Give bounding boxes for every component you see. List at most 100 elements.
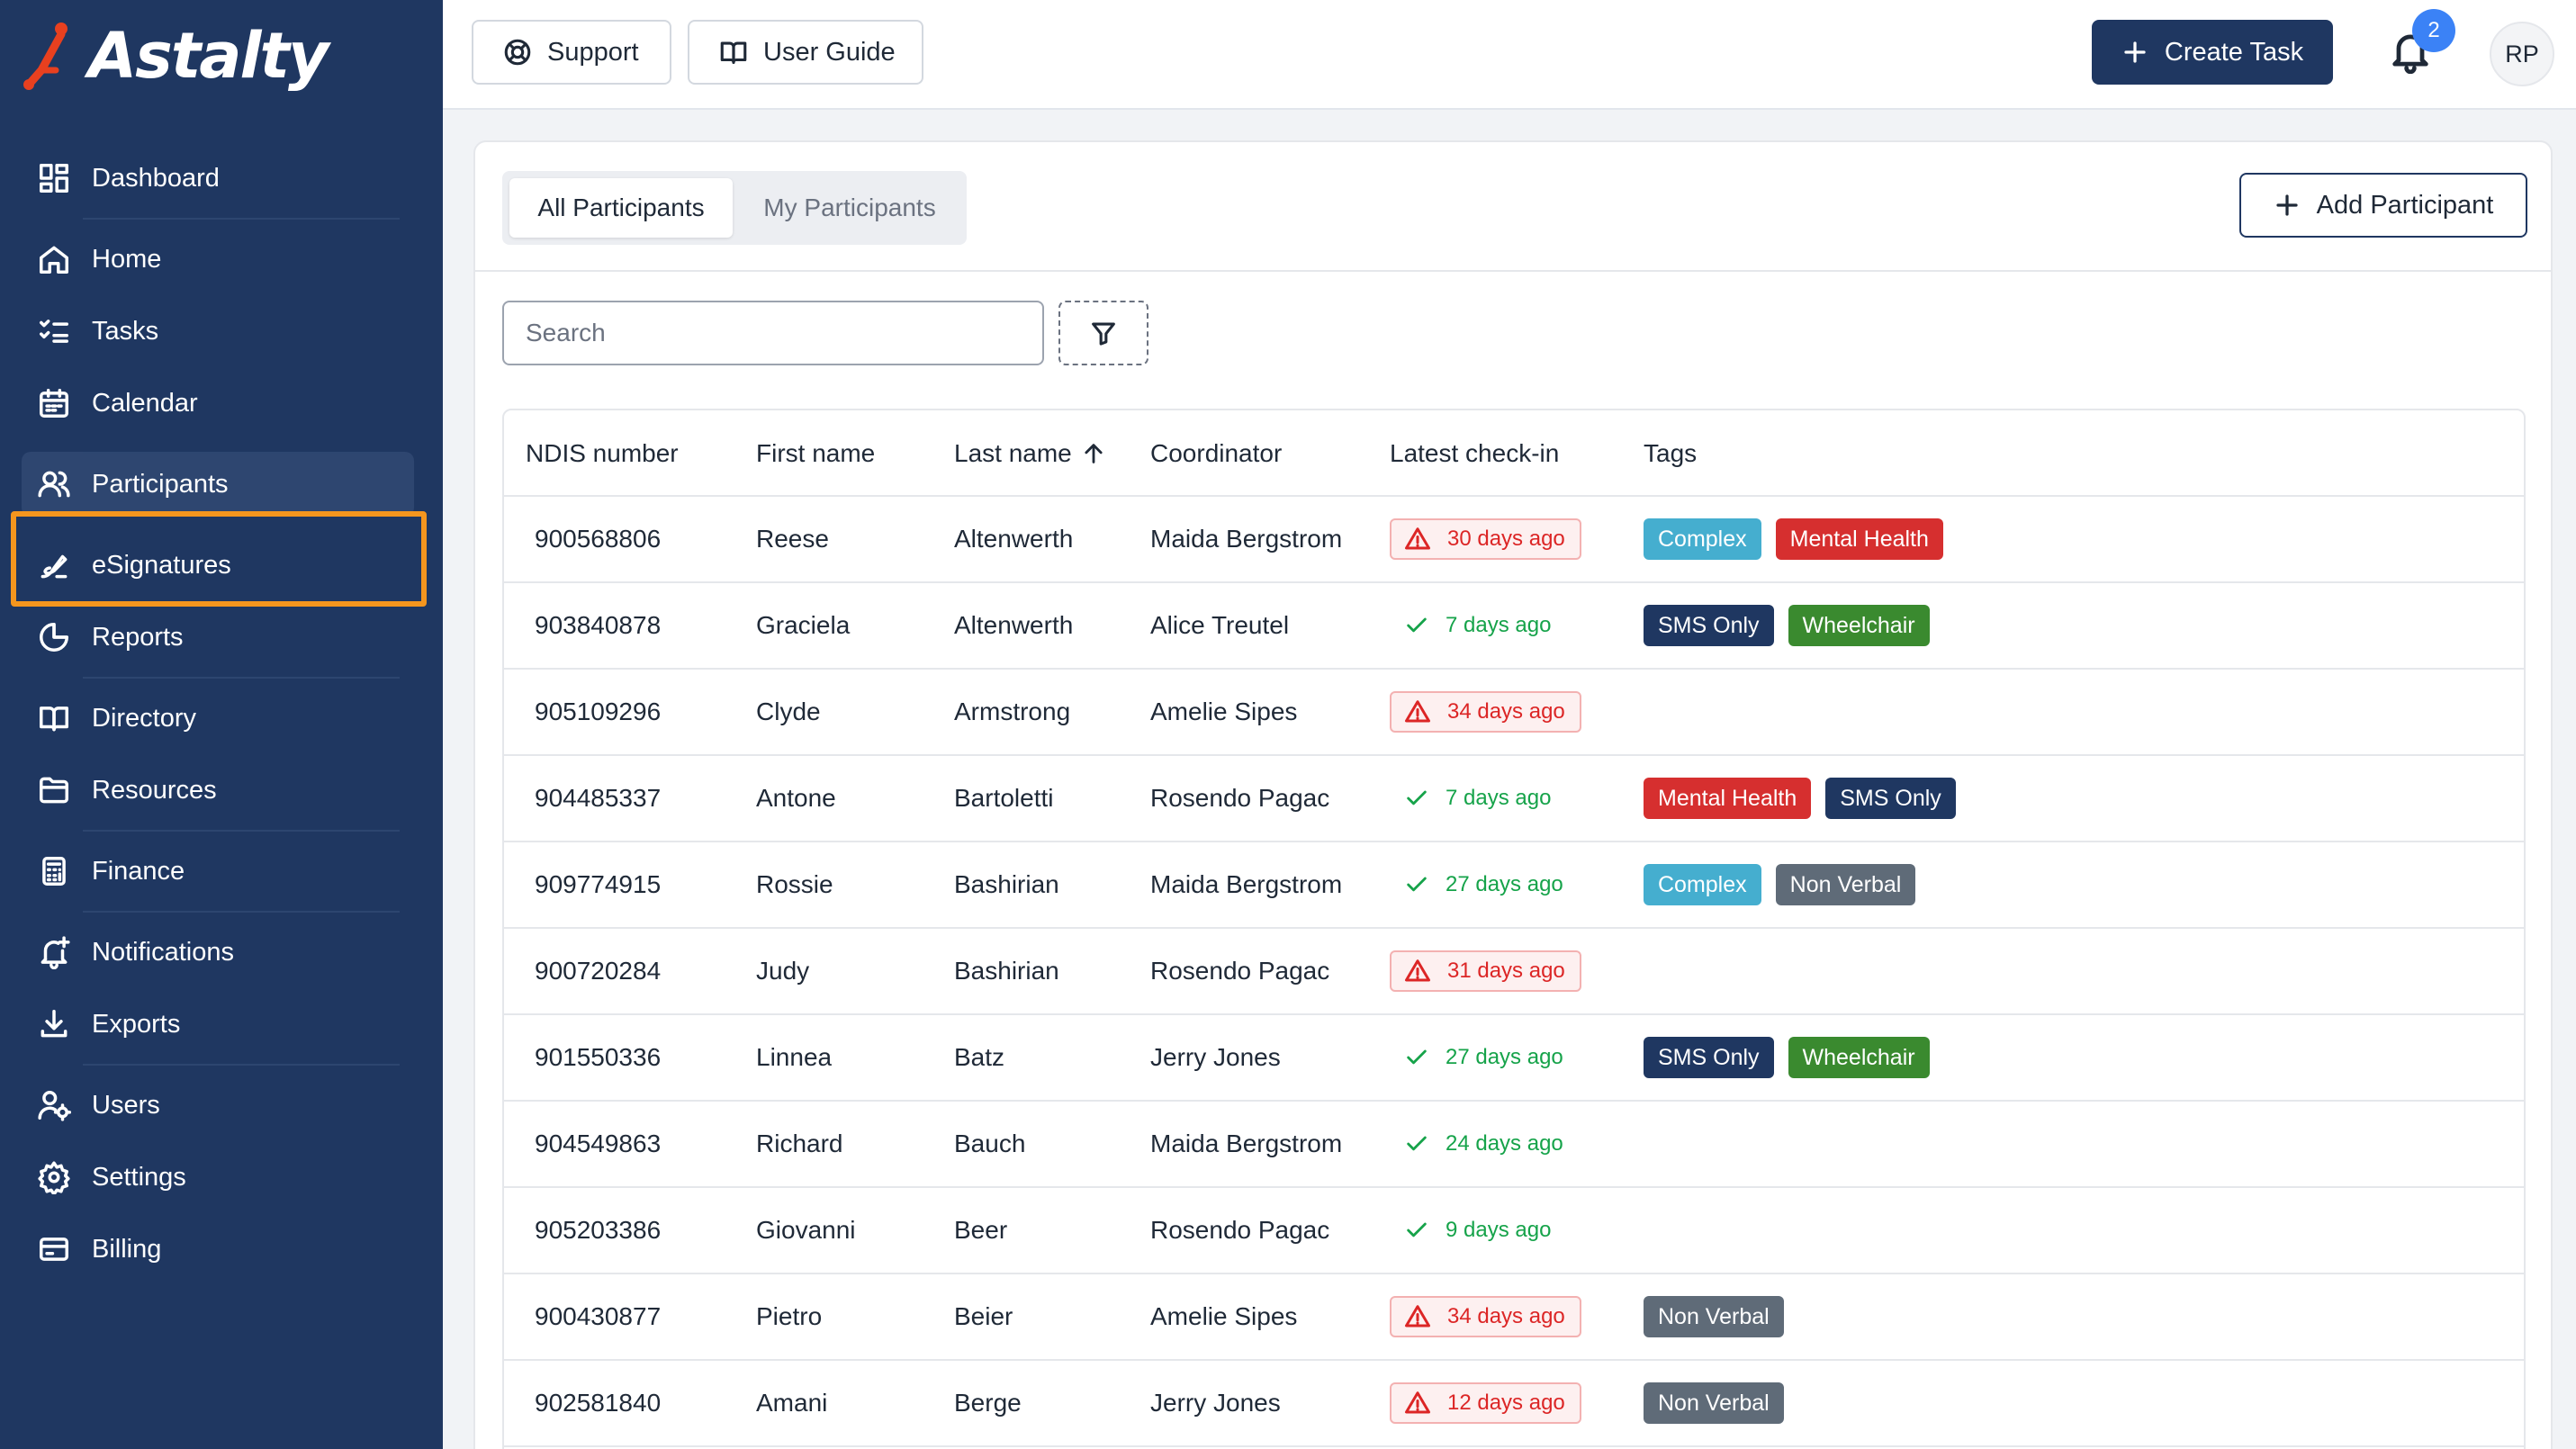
tag-complex: Complex <box>1644 518 1761 560</box>
checkin-text: 12 days ago <box>1447 1390 1565 1415</box>
tab-all-participants[interactable]: All Participants <box>509 178 733 238</box>
cell-coordinator: Alice Treutel <box>1150 611 1290 639</box>
header-first-name[interactable]: First name <box>756 439 876 467</box>
cell-latest-checkin: 7 days ago <box>1390 756 1565 841</box>
search-input[interactable] <box>502 301 1044 365</box>
sidebar-item-resources[interactable]: Resources <box>22 758 414 823</box>
checkin-overdue-badge: 30 days ago <box>1390 518 1581 560</box>
cell-first-name: Graciela <box>756 611 851 639</box>
tag-sms-only: SMS Only <box>1825 778 1956 819</box>
tab-my-participants[interactable]: My Participants <box>763 194 936 221</box>
checkin-text: 31 days ago <box>1447 958 1565 983</box>
cell-last-name: Altenwerth <box>954 525 1074 553</box>
table-row[interactable]: 900568806 Reese Altenwerth Maida Bergstrom 3… <box>504 497 2524 583</box>
add-participant-button[interactable]: Add Participant <box>2239 173 2527 238</box>
table-row[interactable]: 902581840 Amani Berge Jerry Jones 12 days ag… <box>504 1361 2524 1447</box>
cell-tags: Mental Health SMS Only <box>1644 756 1956 841</box>
user-guide-button[interactable]: User Guide <box>688 20 923 85</box>
table-row[interactable]: 900720284 Judy Bashirian Rosendo Pagac 31 da… <box>504 929 2524 1015</box>
table-header: NDIS number First name Last name Coordin… <box>504 410 2524 497</box>
filter-button[interactable] <box>1058 301 1148 365</box>
sidebar-item-calendar[interactable]: Calendar <box>22 371 414 436</box>
sidebar-item-exports[interactable]: Exports <box>22 992 414 1057</box>
warning-triangle-icon <box>1404 698 1447 725</box>
cell-ndis-number: 905203386 <box>535 1216 662 1244</box>
participant-tabs: All Participants My Participants <box>502 171 967 245</box>
table-row[interactable]: 901550336 Linnea Batz Jerry Jones 27 days ag… <box>504 1015 2524 1102</box>
cell-last-name: Altenwerth <box>954 611 1074 639</box>
cell-coordinator: Rosendo Pagac <box>1150 1216 1330 1244</box>
support-button[interactable]: Support <box>472 20 671 85</box>
table-row[interactable]: 900430877 Pietro Beier Amelie Sipes 34 days … <box>504 1274 2524 1361</box>
sidebar-item-label: Resources <box>92 775 217 805</box>
table-row[interactable]: 909774915 Rossie Bashirian Maida Bergstrom 2… <box>504 842 2524 929</box>
sidebar-item-notifications[interactable]: Notifications <box>22 920 414 985</box>
tag-wheelchair: Wheelchair <box>1788 605 1930 646</box>
sidebar-item-users[interactable]: Users <box>22 1073 414 1138</box>
cell-first-name: Pietro <box>756 1302 823 1330</box>
sidebar-divider <box>83 452 400 454</box>
cell-tags: SMS Only Wheelchair <box>1644 1015 1930 1100</box>
sidebar-item-participants[interactable]: Participants <box>22 452 414 517</box>
header-coordinator[interactable]: Coordinator <box>1150 439 1283 467</box>
tag-mental-health: Mental Health <box>1644 778 1812 819</box>
warning-triangle-icon <box>1404 1390 1447 1417</box>
create-task-button[interactable]: Create Task <box>2092 20 2333 85</box>
book-open-icon <box>720 41 747 64</box>
sidebar-item-label: Home <box>92 244 162 274</box>
checkin-text: 27 days ago <box>1446 872 1563 896</box>
table-row[interactable]: 904485337 Antone Bartoletti Rosendo Pagac 7 … <box>504 756 2524 842</box>
checkin-ok-badge: 7 days ago <box>1390 778 1565 819</box>
cell-latest-checkin: 27 days ago <box>1390 842 1578 927</box>
plus-icon <box>2124 41 2146 63</box>
sidebar-divider <box>83 218 400 220</box>
cell-last-name: Bauch <box>954 1130 1026 1157</box>
cell-coordinator: Amelie Sipes <box>1150 1302 1298 1330</box>
checkin-ok-badge: 27 days ago <box>1390 864 1578 905</box>
reports-icon <box>36 619 72 655</box>
header-ndis-number[interactable]: NDIS number <box>526 439 679 467</box>
cell-ndis-number: 905109296 <box>535 698 662 725</box>
header-latest-checkin[interactable]: Latest check-in <box>1390 439 1560 467</box>
table-row[interactable]: 904549863 Richard Bauch Maida Bergstrom 24 d… <box>504 1102 2524 1188</box>
header-tags: Tags <box>1644 439 1698 467</box>
user-avatar[interactable]: RP <box>2490 22 2554 86</box>
calculator-icon <box>36 853 72 889</box>
cell-last-name: Armstrong <box>954 698 1071 725</box>
table-row[interactable]: 905109296 Clyde Armstrong Amelie Sipes 34 da… <box>504 670 2524 756</box>
cell-coordinator: Jerry Jones <box>1150 1389 1281 1417</box>
sidebar-item-home[interactable]: Home <box>22 227 414 292</box>
check-icon <box>1404 613 1446 638</box>
table-row[interactable]: 905203386 Giovanni Beer Rosendo Pagac 9 days… <box>504 1188 2524 1274</box>
sidebar-item-esignatures[interactable]: eSignatures <box>22 533 414 598</box>
header-last-name[interactable]: Last name <box>954 410 1106 497</box>
check-icon <box>1404 786 1446 811</box>
checkin-text: 27 days ago <box>1446 1045 1563 1069</box>
checkin-ok-badge: 24 days ago <box>1390 1123 1578 1165</box>
checkin-text: 30 days ago <box>1447 526 1565 551</box>
sidebar-item-settings[interactable]: Settings <box>22 1145 414 1210</box>
sidebar-item-reports[interactable]: Reports <box>22 605 414 670</box>
book-icon <box>36 700 72 736</box>
bell-plus-icon <box>36 934 72 970</box>
cell-first-name: Richard <box>756 1130 843 1157</box>
card-divider <box>475 270 2551 272</box>
cell-ndis-number: 900720284 <box>535 957 662 985</box>
sidebar-item-label: Notifications <box>92 937 234 967</box>
table-row[interactable]: 903840878 Graciela Altenwerth Alice Treutel… <box>504 583 2524 670</box>
esignatures-highlight-box <box>11 511 427 607</box>
sidebar-item-billing[interactable]: Billing <box>22 1217 414 1282</box>
cell-latest-checkin: 31 days ago <box>1390 929 1581 1013</box>
cell-tags: SMS Only Wheelchair <box>1644 583 1930 668</box>
cell-coordinator: Maida Bergstrom <box>1150 1130 1343 1157</box>
sidebar-item-directory[interactable]: Directory <box>22 686 414 751</box>
cell-ndis-number: 904549863 <box>535 1130 662 1157</box>
sidebar-item-finance[interactable]: Finance <box>22 839 414 904</box>
sidebar-item-label: Directory <box>92 703 197 733</box>
cell-first-name: Giovanni <box>756 1216 856 1244</box>
app-logo[interactable]: Astalty <box>20 19 329 93</box>
sidebar-item-dashboard[interactable]: Dashboard <box>22 146 414 211</box>
gear-icon <box>36 1159 72 1195</box>
participants-table: NDIS number First name Last name Coordin… <box>502 409 2526 1449</box>
sidebar-item-tasks[interactable]: Tasks <box>22 299 414 364</box>
